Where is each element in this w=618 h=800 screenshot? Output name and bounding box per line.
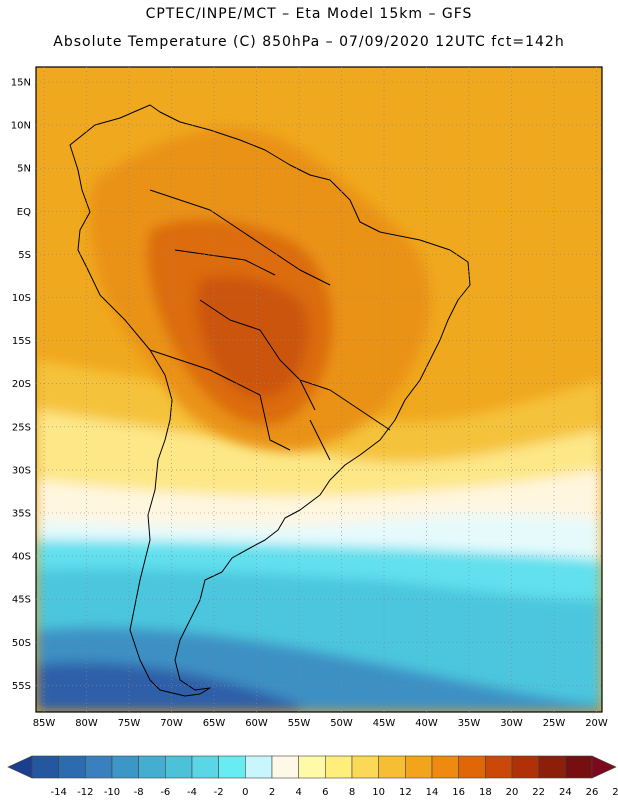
colorbar-swatch	[538, 755, 566, 779]
colorbar-label: -12	[77, 787, 93, 798]
colorbar-swatch	[218, 755, 246, 779]
colorbar-label: 4	[295, 787, 301, 798]
colorbar-swatch	[165, 755, 193, 779]
colorbar-swatch	[138, 755, 166, 779]
map-frame	[35, 66, 603, 713]
lat-label: 25S	[12, 422, 31, 433]
lat-label: 40S	[12, 552, 31, 563]
coastlines	[69, 104, 471, 697]
colorbar-label: 14	[426, 787, 439, 798]
colorbar-label: 0	[242, 787, 248, 798]
colorbar-label: 8	[349, 787, 355, 798]
colorbar-swatch	[271, 755, 299, 779]
lat-label: 50S	[12, 638, 31, 649]
colorbar-label: 18	[479, 787, 492, 798]
colorbar-swatch	[191, 755, 219, 779]
latitude-labels: 15N 10N 5N EQ 5S 10S 15S 20S 25S 30S 35S 40S 45S 50S 5…	[11, 78, 31, 692]
colorbar-label: 24	[559, 787, 572, 798]
colorbar-label: 26	[586, 787, 599, 798]
longitude-labels: 85W 80W 75W 70W 65W 60W 55W 50W 45W 40W 35W 30W 25W 2…	[33, 718, 608, 729]
colorbar-label: 10	[372, 787, 385, 798]
colorbar-swatch	[405, 755, 433, 779]
lat-label: 15S	[12, 336, 31, 347]
colorbar-label: -6	[160, 787, 170, 798]
colorbar-label: -2	[214, 787, 224, 798]
lon-label: 60W	[245, 718, 268, 729]
south-america-outline	[69, 104, 471, 697]
lon-label: 30W	[500, 718, 523, 729]
colorbar-labels: -14 -12 -10 -8 -6 -4 -2 0 2 4 6 8 10 12 14 16 18 20 22 24 26…	[50, 787, 618, 798]
colorbar-swatch	[351, 755, 379, 779]
band-cold-deep	[36, 662, 300, 712]
temperature-field	[36, 67, 602, 712]
colorbar-swatch	[325, 755, 353, 779]
colorbar	[7, 755, 617, 779]
lon-label: 85W	[33, 718, 56, 729]
lon-label: 35W	[458, 718, 481, 729]
lon-label: 55W	[288, 718, 311, 729]
lon-label: 25W	[543, 718, 566, 729]
lat-label: 5S	[18, 250, 31, 261]
lat-label: 20S	[12, 379, 31, 390]
lon-label: 20W	[585, 718, 608, 729]
colorbar-label: 2	[269, 787, 275, 798]
colorbar-max-arrow	[591, 755, 617, 779]
map-subtitle: Absolute Temperature (C) 850hPa – 07/09/…	[53, 34, 565, 50]
colorbar-label: 6	[322, 787, 328, 798]
lat-label: 35S	[12, 509, 31, 520]
colorbar-swatch	[565, 755, 593, 779]
colorbar-label: -10	[104, 787, 120, 798]
colorbar-label: 16	[452, 787, 465, 798]
land-hotter-area	[196, 276, 309, 398]
colorbar-label: -4	[187, 787, 197, 798]
colorbar-label: 22	[532, 787, 545, 798]
lon-label: 40W	[415, 718, 438, 729]
colorbar-swatch	[431, 755, 459, 779]
lon-label: 45W	[373, 718, 396, 729]
lon-label: 70W	[160, 718, 183, 729]
lon-label: 75W	[118, 718, 141, 729]
colorbar-swatch	[111, 755, 139, 779]
lat-label: 45S	[12, 595, 31, 606]
lat-label: 10N	[11, 121, 31, 132]
lat-label: EQ	[17, 207, 31, 218]
colorbar-label: 20	[506, 787, 519, 798]
colorbar-swatch	[85, 755, 113, 779]
lon-label: 80W	[75, 718, 98, 729]
lon-label: 65W	[203, 718, 226, 729]
colorbar-swatch	[378, 755, 406, 779]
colorbar-swatch	[245, 755, 273, 779]
colorbar-swatch	[458, 755, 486, 779]
lat-label: 30S	[12, 465, 31, 476]
colorbar-swatch	[298, 755, 326, 779]
colorbar-swatch	[58, 755, 86, 779]
lat-label: 10S	[12, 293, 31, 304]
national-borders	[149, 189, 391, 461]
colorbar-swatch	[485, 755, 513, 779]
colorbar-label: 28	[612, 787, 618, 798]
colorbar-swatch	[511, 755, 539, 779]
lat-label: 15N	[11, 78, 31, 89]
colorbar-label: 12	[399, 787, 412, 798]
lon-label: 50W	[330, 718, 353, 729]
colorbar-label: -8	[134, 787, 144, 798]
colorbar-min-arrow	[7, 755, 33, 779]
lat-label: 55S	[12, 681, 31, 692]
lat-label: 5N	[17, 164, 31, 175]
colorbar-label: -14	[50, 787, 66, 798]
colorbar-swatch	[31, 755, 59, 779]
map-title: CPTEC/INPE/MCT – Eta Model 15km – GFS	[145, 6, 473, 22]
